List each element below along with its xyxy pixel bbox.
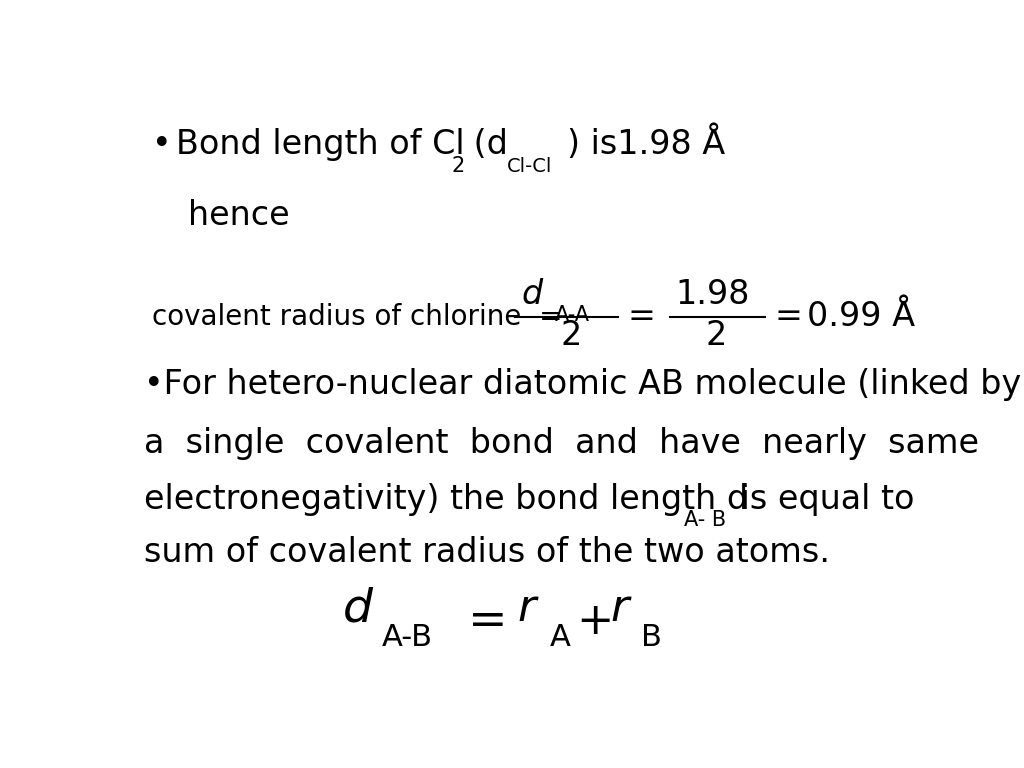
Text: •For hetero-nuclear diatomic AB molecule (linked by: •For hetero-nuclear diatomic AB molecule…: [143, 368, 1021, 401]
Text: $d$: $d$: [521, 279, 544, 312]
Text: is equal to: is equal to: [729, 483, 914, 516]
Text: =: =: [775, 300, 803, 333]
Text: Bond length of Cl: Bond length of Cl: [176, 128, 464, 161]
Text: 2: 2: [452, 156, 465, 176]
Text: $r$: $r$: [517, 588, 540, 631]
Text: hence: hence: [187, 199, 289, 232]
Text: •: •: [152, 128, 171, 161]
Text: sum of covalent radius of the two atoms.: sum of covalent radius of the two atoms.: [143, 536, 829, 569]
Text: 1.98: 1.98: [676, 279, 750, 312]
Text: a  single  covalent  bond  and  have  nearly  same: a single covalent bond and have nearly s…: [143, 427, 979, 460]
Text: 2: 2: [706, 319, 727, 353]
Text: (d: (d: [463, 128, 508, 161]
Text: 0.99 Å: 0.99 Å: [807, 300, 914, 333]
Text: A-B: A-B: [382, 624, 433, 652]
Text: +: +: [577, 600, 613, 643]
Text: 2: 2: [560, 319, 582, 353]
Text: covalent radius of chlorine  =: covalent radius of chlorine =: [152, 303, 562, 331]
Text: Cl-Cl: Cl-Cl: [507, 157, 552, 176]
Text: =: =: [468, 599, 507, 644]
Text: =: =: [628, 300, 655, 333]
Text: A- B: A- B: [684, 510, 726, 530]
Text: A-A: A-A: [555, 305, 590, 325]
Text: ) is1.98 Å: ) is1.98 Å: [567, 126, 725, 161]
Text: A: A: [550, 624, 571, 652]
Text: $d$: $d$: [342, 587, 375, 631]
Text: electronegativity) the bond length d: electronegativity) the bond length d: [143, 483, 748, 516]
Text: B: B: [641, 624, 662, 652]
Text: $r$: $r$: [609, 588, 632, 631]
